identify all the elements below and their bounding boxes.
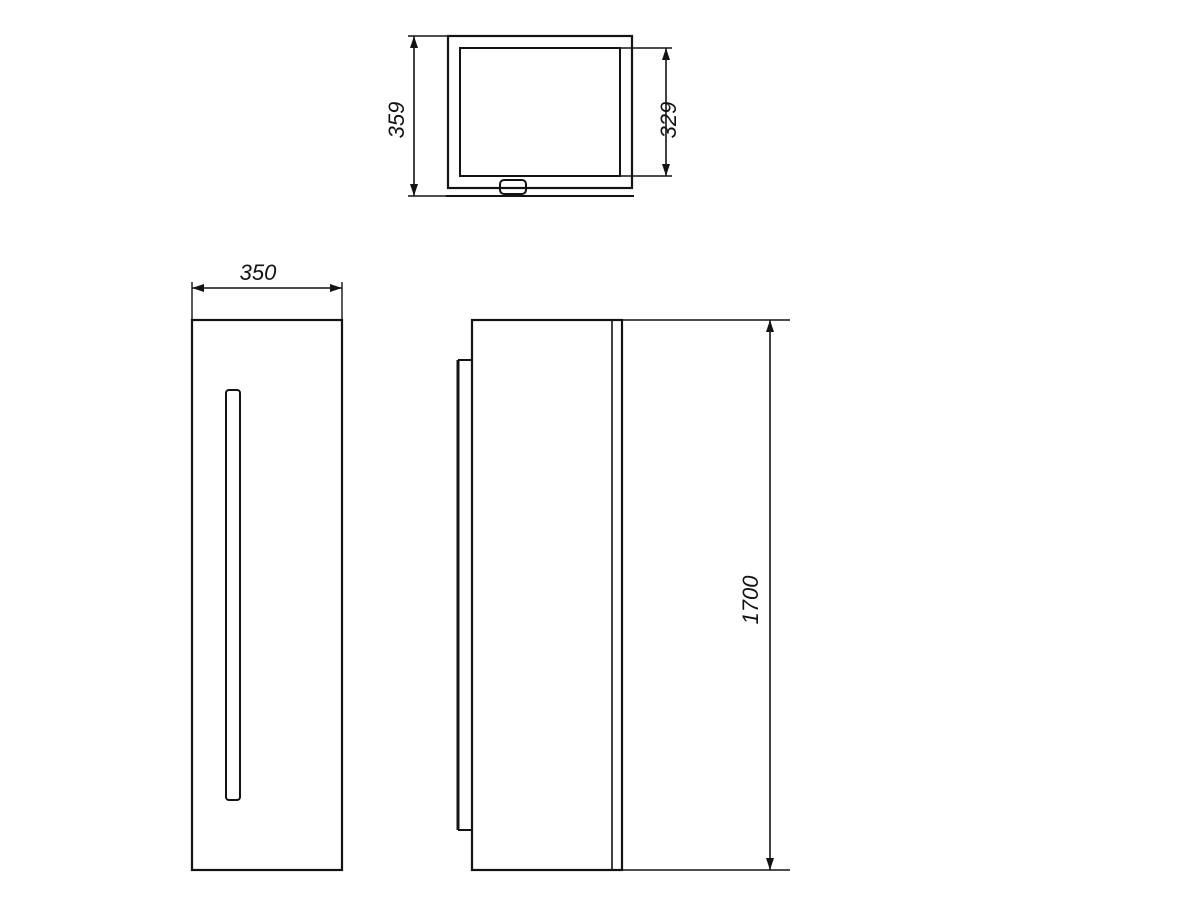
dim-350: 350 [192, 260, 342, 320]
dim-329-arrow-bot [662, 164, 670, 176]
top-outer-rect [448, 36, 632, 188]
dim-350-label: 350 [240, 260, 277, 285]
dim-1700-arrow-top [766, 320, 774, 332]
dim-329-label: 329 [656, 102, 681, 139]
dim-359: 359 [384, 36, 448, 196]
front-handle [226, 390, 240, 800]
dim-350-arrow-l [192, 284, 204, 292]
dim-329-arrow-top [662, 48, 670, 60]
top-view: 359 329 [384, 36, 681, 196]
dim-1700-arrow-bot [766, 858, 774, 870]
dim-1700: 1700 [622, 320, 790, 870]
side-body [472, 320, 622, 870]
side-view: 1700 [458, 320, 790, 870]
dim-329: 329 [620, 48, 681, 176]
dim-359-arrow-bot [410, 184, 418, 196]
dim-359-arrow-top [410, 36, 418, 48]
technical-drawing: 359 329 350 [0, 0, 1200, 900]
front-body [192, 320, 342, 870]
dim-359-label: 359 [384, 102, 409, 139]
dim-1700-label: 1700 [738, 575, 763, 625]
top-inner-rect [460, 48, 620, 176]
dim-350-arrow-r [330, 284, 342, 292]
front-view: 350 [192, 260, 342, 870]
